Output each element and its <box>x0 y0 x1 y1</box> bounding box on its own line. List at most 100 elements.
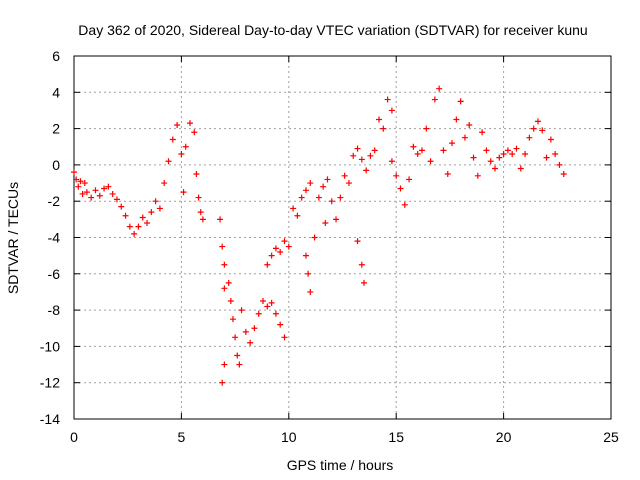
data-point <box>483 147 490 154</box>
data-point <box>281 334 288 341</box>
data-point <box>388 158 395 165</box>
data-point <box>264 303 271 310</box>
data-point <box>229 316 236 323</box>
data-point <box>298 194 305 201</box>
data-point <box>360 279 367 286</box>
data-point <box>169 136 176 143</box>
data-point <box>272 245 279 252</box>
data-point <box>534 118 541 125</box>
data-point <box>221 285 228 292</box>
data-point <box>109 190 116 197</box>
data-point <box>322 219 329 226</box>
data-point <box>88 194 95 201</box>
data-point <box>457 98 464 105</box>
data-point <box>193 170 200 177</box>
data-point <box>268 299 275 306</box>
data-point <box>178 151 185 158</box>
data-point <box>487 158 494 165</box>
data-point <box>302 252 309 259</box>
y-tick-label: 2 <box>52 121 60 137</box>
data-point <box>513 145 520 152</box>
x-tick-label: 10 <box>281 429 297 445</box>
data-point <box>328 198 335 205</box>
data-point <box>191 129 198 136</box>
data-point <box>418 147 425 154</box>
data-point <box>277 321 284 328</box>
data-point <box>384 96 391 103</box>
x-tick-label: 15 <box>388 429 404 445</box>
data-point <box>522 151 529 158</box>
data-point <box>556 161 563 168</box>
data-point <box>341 172 348 179</box>
data-points <box>71 85 567 386</box>
data-point <box>479 129 486 136</box>
data-point <box>234 352 241 359</box>
data-point <box>81 180 88 187</box>
data-point <box>281 238 288 245</box>
data-point <box>337 194 344 201</box>
data-point <box>315 194 322 201</box>
y-axis-label: SDTVAR / TECUs <box>5 182 21 294</box>
data-point <box>333 216 340 223</box>
data-point <box>436 85 443 92</box>
data-point <box>105 183 112 190</box>
y-tick-label: -6 <box>48 266 61 282</box>
data-point <box>277 249 284 256</box>
data-point <box>496 154 503 161</box>
data-point <box>260 298 267 305</box>
data-point <box>393 172 400 179</box>
data-point <box>101 185 108 192</box>
data-point <box>148 209 155 216</box>
data-point <box>552 151 559 158</box>
data-point <box>307 180 314 187</box>
data-point <box>388 107 395 114</box>
data-point <box>255 310 262 317</box>
data-point <box>517 165 524 172</box>
data-point <box>71 169 77 176</box>
data-point <box>560 170 567 177</box>
data-point <box>113 196 120 203</box>
y-tick-label: -8 <box>48 302 61 318</box>
x-tick-label: 20 <box>496 429 512 445</box>
data-point <box>152 198 159 205</box>
data-point <box>449 140 456 147</box>
data-point <box>268 252 275 259</box>
data-point <box>509 151 516 158</box>
data-point <box>294 212 301 219</box>
gridlines <box>74 56 611 419</box>
data-point <box>221 261 228 268</box>
data-point <box>371 147 378 154</box>
data-point <box>423 125 430 132</box>
data-point <box>161 180 168 187</box>
data-point <box>363 167 370 174</box>
data-point <box>236 361 243 368</box>
data-point <box>380 125 387 132</box>
data-point <box>492 165 499 172</box>
data-point <box>186 120 193 127</box>
y-tick-label: 0 <box>52 157 60 173</box>
data-point <box>406 176 413 183</box>
data-point <box>410 143 417 150</box>
data-point <box>156 205 163 212</box>
data-point <box>77 178 84 185</box>
data-point <box>440 147 447 154</box>
x-tick-label: 25 <box>603 429 619 445</box>
data-point <box>197 209 204 216</box>
data-point <box>302 187 309 194</box>
data-point <box>232 334 239 341</box>
y-tick-label: 6 <box>52 48 60 64</box>
data-point <box>500 151 507 158</box>
data-point <box>131 230 138 237</box>
data-point <box>122 212 129 219</box>
axis-ticks: 0 5 10 15 20 25 -14 -12 -10 -8 -6 -4 -2 0 2 4 6 <box>40 48 619 445</box>
data-point <box>354 145 361 152</box>
data-point <box>219 379 226 386</box>
data-point <box>543 154 550 161</box>
data-point <box>199 216 206 223</box>
y-tick-label: -2 <box>48 193 61 209</box>
data-point <box>75 183 82 190</box>
data-point <box>504 147 511 154</box>
data-point <box>539 127 546 134</box>
